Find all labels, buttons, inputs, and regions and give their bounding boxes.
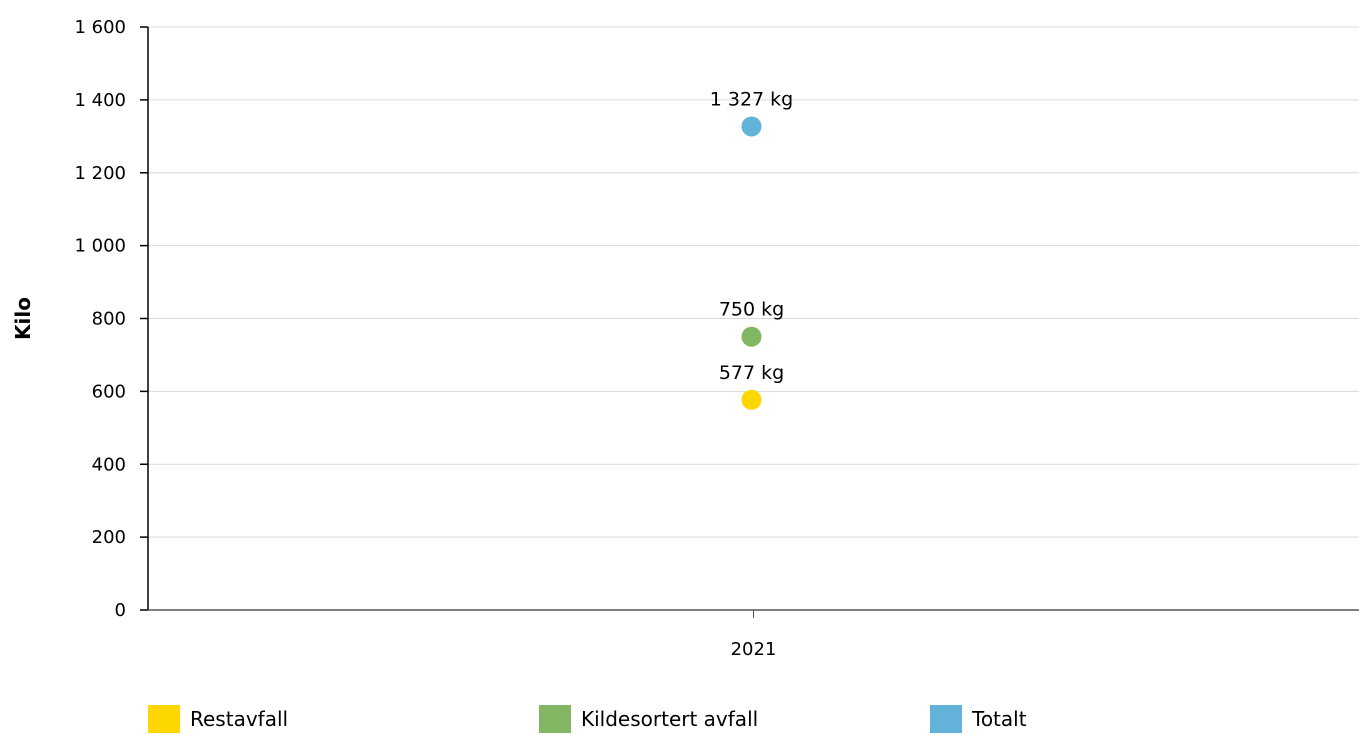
y-tick-label: 800	[92, 309, 126, 330]
y-tick-label: 1 000	[74, 236, 126, 257]
y-tick-label: 1 600	[74, 17, 126, 38]
legend-swatch-totalt	[930, 705, 962, 733]
y-tick-label: 0	[115, 600, 126, 621]
legend-item-kildesortert-avfall[interactable]: Kildesortert avfall	[539, 705, 758, 733]
x-tick-label: 2021	[731, 639, 777, 660]
y-tick-label: 1 200	[74, 163, 126, 184]
y-tick-label: 600	[92, 381, 126, 402]
data-point-restavfall[interactable]	[741, 389, 762, 410]
legend-label-restavfall: Restavfall	[190, 707, 289, 731]
y-tick-label: 200	[92, 527, 126, 548]
legend-swatch-restavfall	[148, 705, 180, 733]
data-label-restavfall: 577 kg	[719, 362, 784, 384]
legend-label-kildesortert-avfall: Kildesortert avfall	[581, 707, 759, 731]
legend-item-totalt[interactable]: Totalt	[930, 705, 1027, 733]
chart: 0 200 400 600 800 1 000 1 200 1 400 1 600 2021 K…	[11, 17, 1359, 660]
data-point-totalt[interactable]	[741, 116, 762, 137]
legend-swatch-kildesortert-avfall	[539, 705, 571, 733]
legend-item-restavfall[interactable]: Restavfall	[148, 705, 288, 733]
y-tick-label: 400	[92, 454, 126, 475]
data-label-kildesortert-avfall: 750 kg	[719, 299, 784, 321]
y-axis-title: Kilo	[11, 297, 35, 340]
x-axis-ticks: 2021	[731, 610, 777, 660]
legend-label-totalt: Totalt	[972, 707, 1027, 731]
data-points: 577 kg 750 kg 1 327 kg	[710, 88, 794, 410]
y-tick-label: 1 400	[74, 90, 126, 111]
data-label-totalt: 1 327 kg	[710, 88, 794, 110]
legend: Restavfall Kildesortert avfall Totalt	[148, 705, 1348, 735]
y-axis-ticks: 0 200 400 600 800 1 000 1 200 1 400 1 600	[74, 17, 148, 621]
data-point-kildesortert-avfall[interactable]	[741, 326, 762, 347]
